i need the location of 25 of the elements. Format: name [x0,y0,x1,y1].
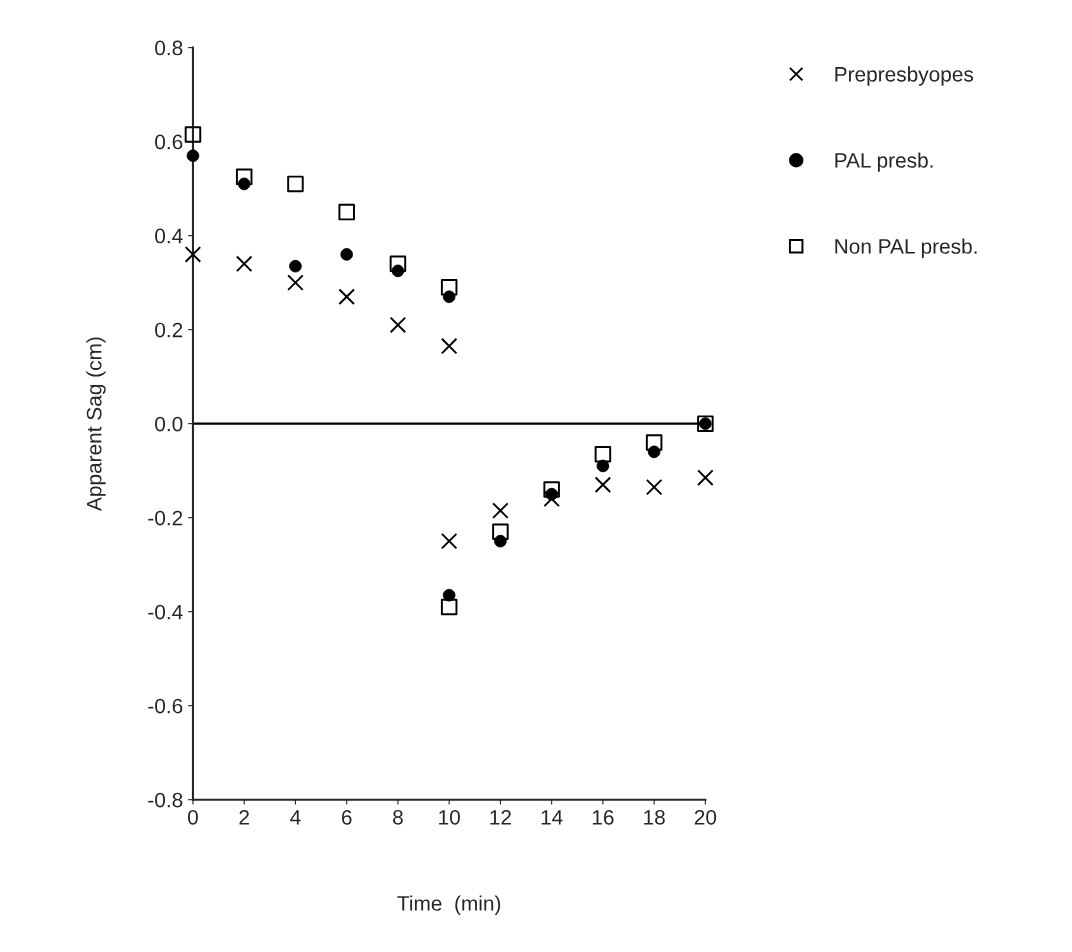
x-tick-label: 6 [341,809,352,825]
x-axis-title: Time (min) [397,895,501,915]
x-tick-label: 16 [592,809,614,825]
y-tick-label: -0.4 [148,604,183,620]
x-tick-label: 8 [393,809,403,825]
x-tick-label: 18 [644,809,665,825]
y-axis-title: Apparent Sag (cm) [86,337,106,512]
x-tick-label: 2 [239,809,249,825]
x-tick-label: 14 [541,810,563,825]
legend-label: Prepresbyopes [835,66,974,86]
x-tick-label: 20 [694,809,717,825]
y-tick-label: 0.8 [155,40,183,56]
x-tick-label: 4 [290,810,301,825]
x-tick-label: 10 [439,809,460,825]
y-tick-label: -0.8 [148,792,183,808]
y-tick-label: -0.6 [148,698,183,714]
x-tick-label: 0 [187,809,198,825]
x-tick-label: 12 [490,809,511,825]
y-tick-label: 0.0 [155,416,183,432]
y-tick-label: 0.6 [155,134,183,150]
y-tick-label: 0.4 [155,228,183,244]
legend-label: PAL presb. [835,152,933,172]
y-tick-label: -0.2 [148,510,183,526]
y-tick-label: 0.2 [155,322,183,338]
legend-label: Non PAL presb. [835,238,977,258]
